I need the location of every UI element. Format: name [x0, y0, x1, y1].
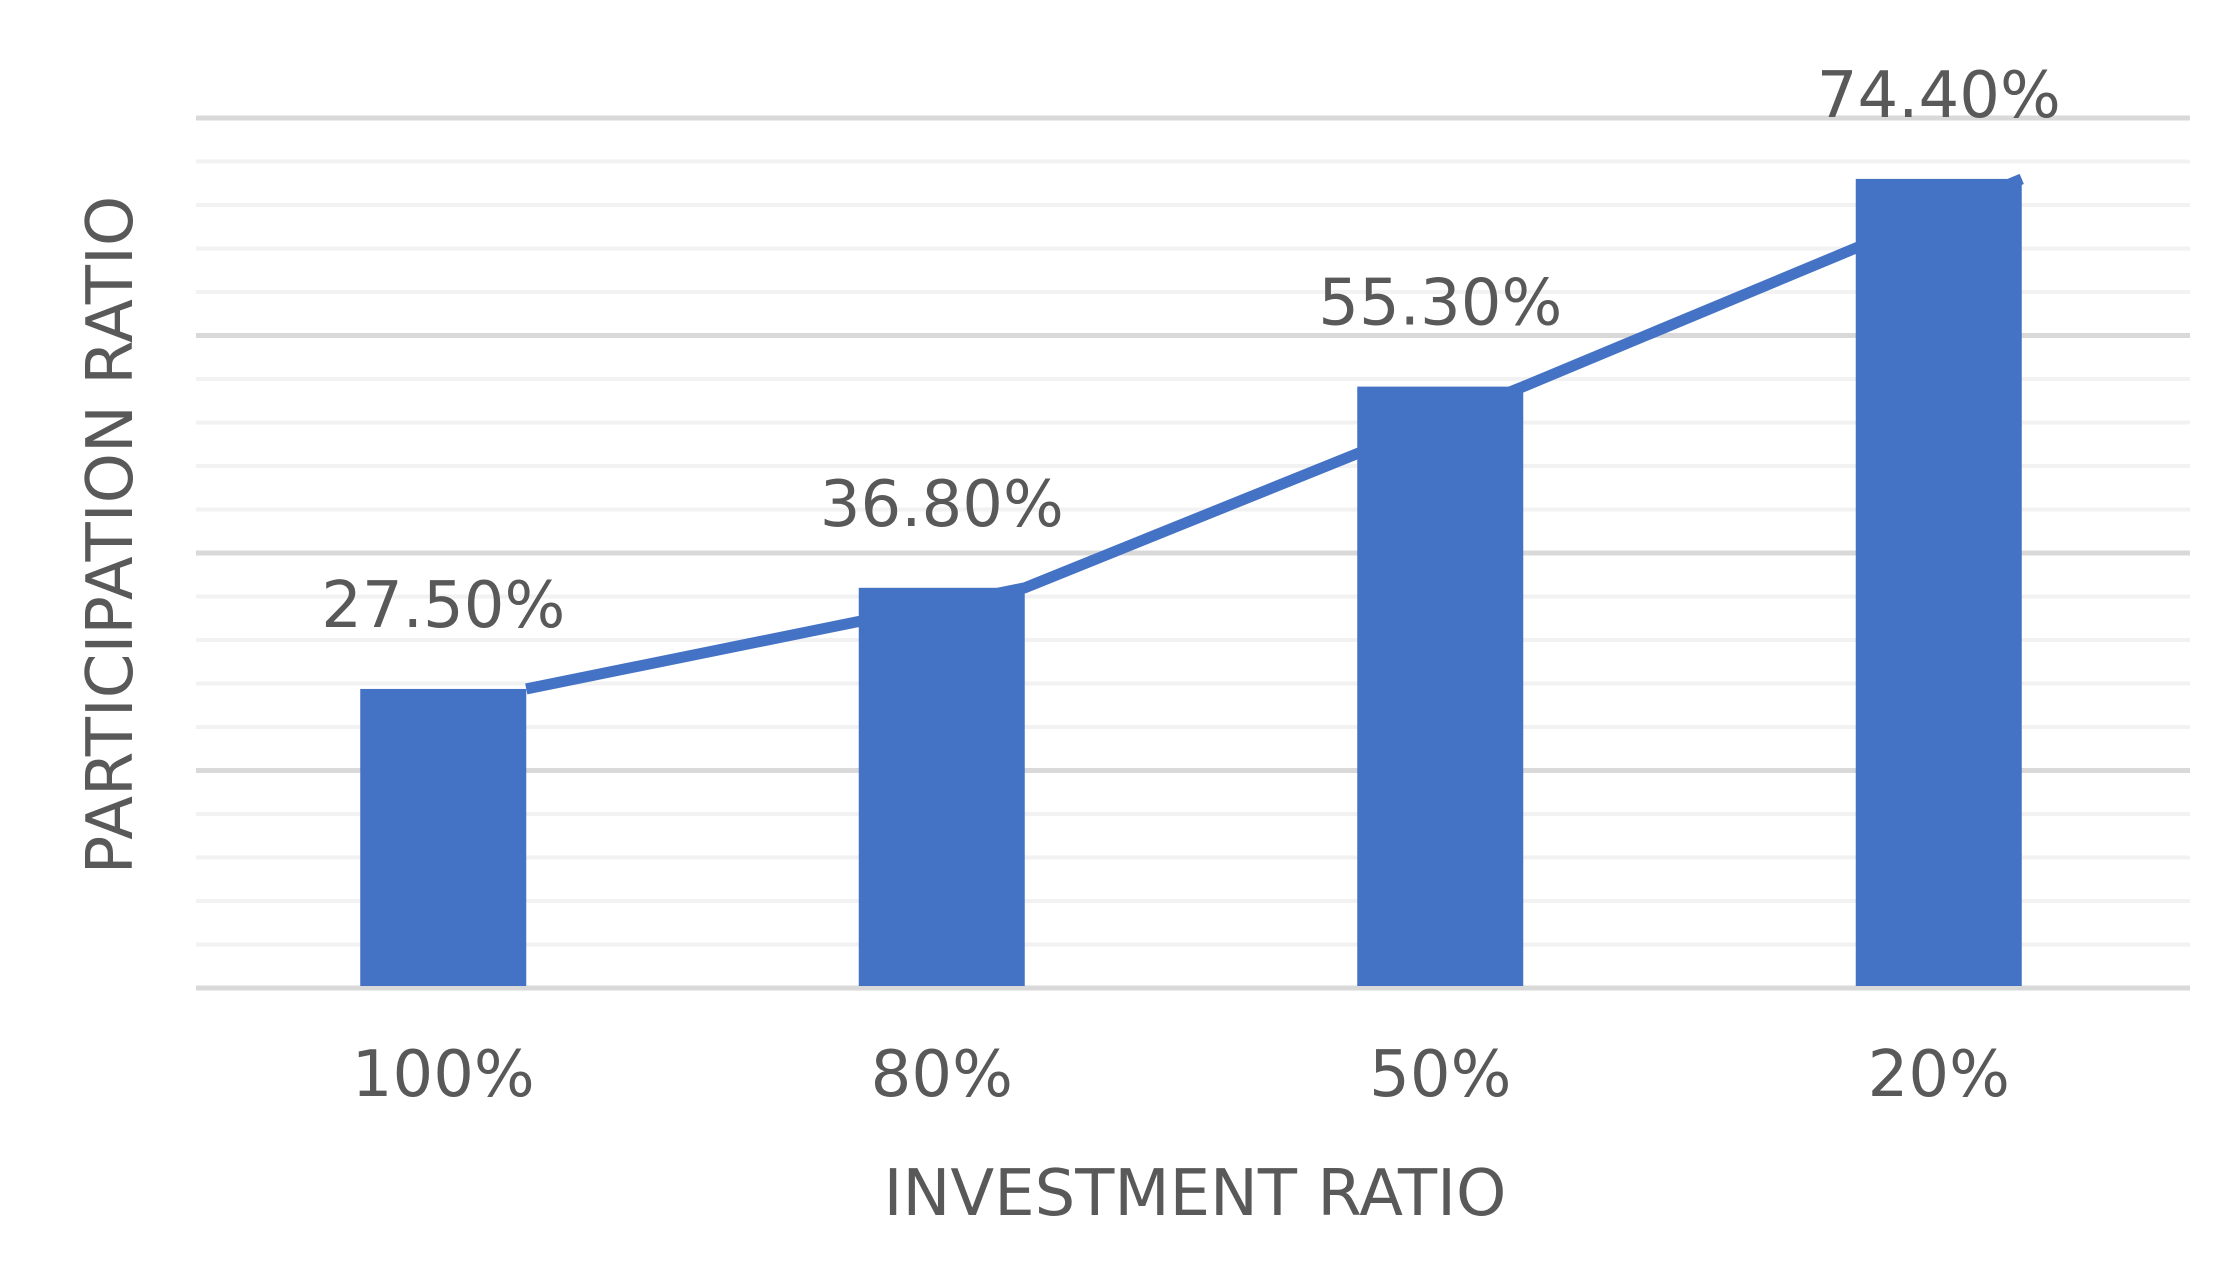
y-axis-title: PARTICIPATION RATIO — [74, 196, 148, 875]
bar-20-pct — [1855, 178, 2022, 986]
data-label: 55.30% — [1318, 267, 1562, 341]
bar-80-pct — [858, 587, 1025, 986]
x-tick-label: 20% — [1868, 1038, 2010, 1112]
bars — [360, 178, 2022, 986]
data-label: 36.80% — [820, 468, 1064, 542]
x-axis-title: INVESTMENT RATIO — [884, 1157, 1507, 1231]
trend-line — [525, 173, 2024, 695]
trend-line-group — [525, 173, 2024, 695]
data-label: 27.50% — [321, 569, 565, 643]
x-tick-labels: 100% 80% 50% 20% — [352, 1038, 2010, 1112]
bar-50-pct — [1357, 386, 1524, 986]
data-labels: 27.50% 36.80% 55.30% 74.40% — [321, 59, 2061, 643]
x-tick-label: 50% — [1369, 1038, 1511, 1112]
x-tick-label: 80% — [871, 1038, 1013, 1112]
x-tick-label: 100% — [352, 1038, 535, 1112]
bar-100-pct — [360, 688, 527, 986]
data-label: 74.40% — [1817, 59, 2061, 133]
